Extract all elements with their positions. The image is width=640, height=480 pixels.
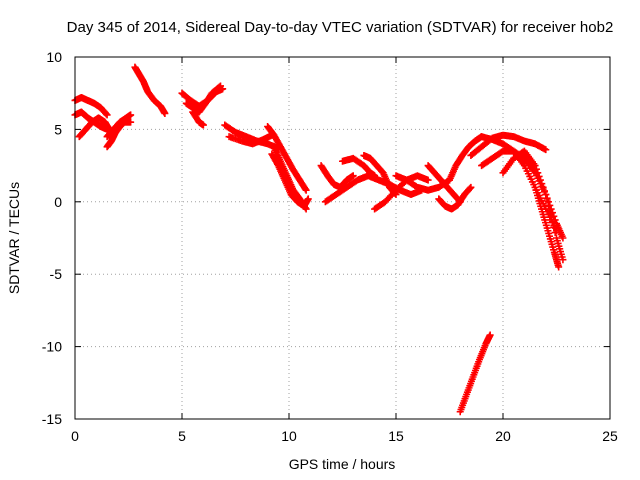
y-tick-label: -10 xyxy=(42,339,62,355)
data-point xyxy=(555,263,563,271)
data-point xyxy=(531,162,539,170)
data-point xyxy=(551,229,559,237)
data-point xyxy=(542,146,550,154)
data-point xyxy=(546,207,554,215)
data-point xyxy=(534,169,542,177)
series-arc23 xyxy=(446,133,486,184)
data-point xyxy=(161,109,169,117)
series-arc8 xyxy=(182,82,225,116)
series-arc22 xyxy=(435,183,475,213)
data-point xyxy=(538,180,546,188)
data-point xyxy=(548,218,556,226)
data-point xyxy=(536,176,544,184)
series-arc1 xyxy=(71,94,111,119)
chart-title: Day 345 of 2014, Sidereal Day-to-day VTE… xyxy=(67,19,614,36)
data-point xyxy=(532,165,540,173)
data-point xyxy=(539,183,547,191)
data-point xyxy=(215,83,223,91)
y-tick-label: 5 xyxy=(54,121,62,137)
y-tick-label: -15 xyxy=(42,411,62,427)
y-tick-label: -5 xyxy=(50,266,63,282)
series-arc17 xyxy=(339,154,379,180)
series-arc28 xyxy=(531,183,563,271)
y-axis-label: SDTVAR / TECUs xyxy=(6,182,22,294)
series-arc27 xyxy=(499,147,567,264)
series-arc24 xyxy=(467,131,550,159)
data-point xyxy=(486,331,494,339)
data-point xyxy=(304,195,312,203)
data-point xyxy=(103,111,111,119)
series-arc6 xyxy=(131,63,169,117)
y-tick-label: 10 xyxy=(46,49,62,65)
y-tick-label: 0 xyxy=(54,194,62,210)
x-tick-label: 5 xyxy=(178,428,186,444)
data-point xyxy=(467,183,475,191)
series-arc21 xyxy=(424,162,464,206)
x-tick-label: 15 xyxy=(388,428,404,444)
data-point xyxy=(542,191,550,199)
series-arc16 xyxy=(321,172,426,206)
series-arc12 xyxy=(264,123,310,194)
data-points xyxy=(71,63,567,416)
data-point xyxy=(349,172,357,180)
series-arc7 xyxy=(178,85,227,110)
x-tick-label: 25 xyxy=(602,428,618,444)
x-tick-label: 20 xyxy=(495,428,511,444)
series-arc18 xyxy=(360,151,400,199)
series-arc3 xyxy=(75,114,113,141)
data-point xyxy=(127,111,135,119)
x-tick-label: 0 xyxy=(71,428,79,444)
series-arc14 xyxy=(268,150,312,210)
x-axis-label: GPS time / hours xyxy=(289,456,396,472)
data-point xyxy=(547,212,555,220)
data-point xyxy=(424,176,432,184)
data-point xyxy=(559,256,567,264)
data-point xyxy=(540,187,548,195)
axis-ticks: 0 5 10 15 20 25 -15 -10 -5 0 5 10 xyxy=(42,49,618,444)
x-tick-label: 10 xyxy=(281,428,297,444)
series-arc10 xyxy=(221,121,282,152)
data-point xyxy=(544,201,552,209)
data-point xyxy=(535,172,543,180)
data-point xyxy=(550,223,558,231)
data-point xyxy=(559,234,567,242)
series-arc19 xyxy=(371,172,432,213)
grid-lines xyxy=(75,57,610,419)
data-point xyxy=(301,185,309,193)
plot-frame xyxy=(74,56,611,420)
data-point xyxy=(199,121,207,129)
data-point xyxy=(543,196,551,204)
data-point xyxy=(302,186,310,194)
data-point xyxy=(102,110,110,118)
data-point xyxy=(466,184,474,192)
series-arc29 xyxy=(456,331,494,416)
data-point xyxy=(217,82,225,90)
data-point xyxy=(127,118,135,126)
data-point xyxy=(371,172,379,180)
series-arc9 xyxy=(189,108,207,129)
series-arc5 xyxy=(103,118,135,151)
